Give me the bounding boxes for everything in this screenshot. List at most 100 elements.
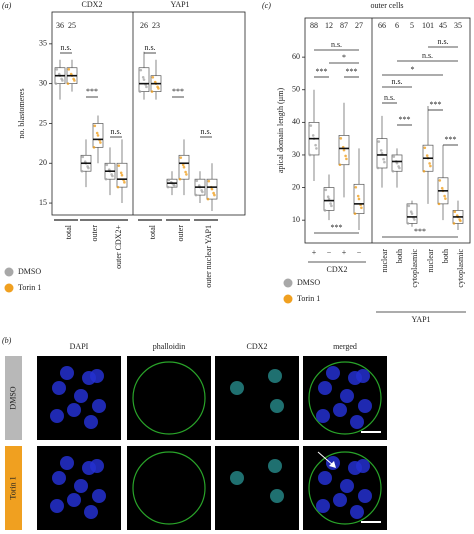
point: [314, 143, 317, 147]
point: [409, 210, 413, 213]
nucleus: [333, 403, 347, 417]
significance: ***: [445, 135, 457, 144]
column-header: merged: [333, 342, 357, 351]
point: [354, 185, 358, 189]
point: [66, 82, 70, 85]
plot-frame: [51, 11, 246, 216]
row-label: Torin 1: [8, 476, 17, 499]
count: 66: [378, 21, 386, 30]
x-category-label: outer nuclear YAP1: [204, 225, 213, 288]
legend-label: Torin 1: [297, 294, 320, 303]
nucleus: [316, 499, 330, 513]
point: [80, 169, 84, 173]
x-category-label: both: [395, 249, 404, 263]
point: [150, 90, 154, 93]
nucleus: [230, 471, 244, 485]
count: 36: [56, 21, 64, 30]
point: [429, 164, 432, 168]
point: [379, 149, 383, 152]
point: [330, 204, 333, 208]
nucleus: [316, 409, 330, 423]
point: [383, 160, 386, 164]
legend-swatch: [283, 278, 293, 288]
point: [182, 165, 186, 169]
nucleus: [84, 415, 98, 429]
point: [438, 179, 442, 182]
nucleus: [268, 459, 282, 473]
group-label: YAP1: [411, 315, 430, 324]
point: [194, 193, 198, 197]
nucleus: [74, 389, 88, 403]
x-category-label: outer CDX2+: [114, 225, 123, 269]
count: 45: [439, 21, 447, 30]
nucleus: [358, 399, 372, 413]
y-tick-label: 20: [39, 158, 47, 167]
x-category-label: total: [64, 224, 73, 239]
point: [339, 137, 343, 140]
point: [344, 154, 347, 158]
point: [117, 164, 121, 167]
count: 35: [454, 21, 462, 30]
nucleus: [340, 389, 354, 403]
arrow-head: [329, 461, 336, 468]
panel-title: YAP1: [170, 0, 189, 9]
point: [323, 209, 327, 212]
count: 6: [395, 21, 399, 30]
count: 12: [325, 21, 333, 30]
point: [410, 212, 414, 215]
point: [212, 191, 215, 195]
point: [73, 79, 76, 82]
point: [377, 140, 381, 143]
point: [210, 187, 214, 191]
significance: *: [411, 65, 415, 74]
legend-label: DMSO: [297, 278, 320, 287]
nucleus: [268, 369, 282, 383]
point: [178, 177, 182, 181]
x-category-label: both: [441, 249, 450, 263]
point: [55, 68, 59, 71]
embryo-outline: [308, 361, 382, 435]
nucleus: [270, 489, 284, 503]
x-category-label: nuclear: [426, 249, 435, 273]
nucleus: [60, 366, 74, 380]
point: [315, 147, 318, 150]
nucleus: [52, 471, 66, 485]
point: [206, 197, 210, 201]
legend-swatch: [4, 283, 14, 293]
point: [105, 163, 109, 167]
point: [139, 68, 143, 72]
point: [425, 154, 429, 157]
point: [392, 155, 396, 158]
legend-swatch: [4, 267, 14, 277]
significance: n.s.: [391, 77, 402, 86]
nucleus: [92, 399, 106, 413]
point: [142, 78, 146, 81]
significance: ***: [172, 87, 184, 96]
count: 26: [140, 21, 148, 30]
micrograph: [127, 446, 211, 530]
point: [119, 171, 123, 175]
significance: ***: [430, 100, 442, 109]
y-tick-label: 60: [292, 52, 300, 61]
count: 5: [410, 21, 414, 30]
point: [376, 166, 380, 170]
nucleus: [67, 403, 81, 417]
count: 87: [340, 21, 348, 30]
micrograph: [127, 356, 211, 440]
point: [453, 210, 457, 213]
nucleus: [90, 369, 104, 383]
point: [111, 174, 114, 178]
row-bar: [5, 446, 22, 530]
panel-label: (c): [262, 1, 271, 10]
point: [308, 153, 312, 157]
significance: n.s.: [60, 43, 71, 52]
point: [141, 75, 145, 79]
point: [329, 202, 332, 205]
nucleus: [318, 471, 332, 485]
significance: n.s.: [110, 127, 121, 136]
point: [61, 79, 64, 82]
nucleus: [90, 459, 104, 473]
x-category-label: outer: [176, 225, 185, 242]
x-category-label: cytoplasmic: [410, 249, 419, 288]
nucleus: [350, 415, 364, 429]
